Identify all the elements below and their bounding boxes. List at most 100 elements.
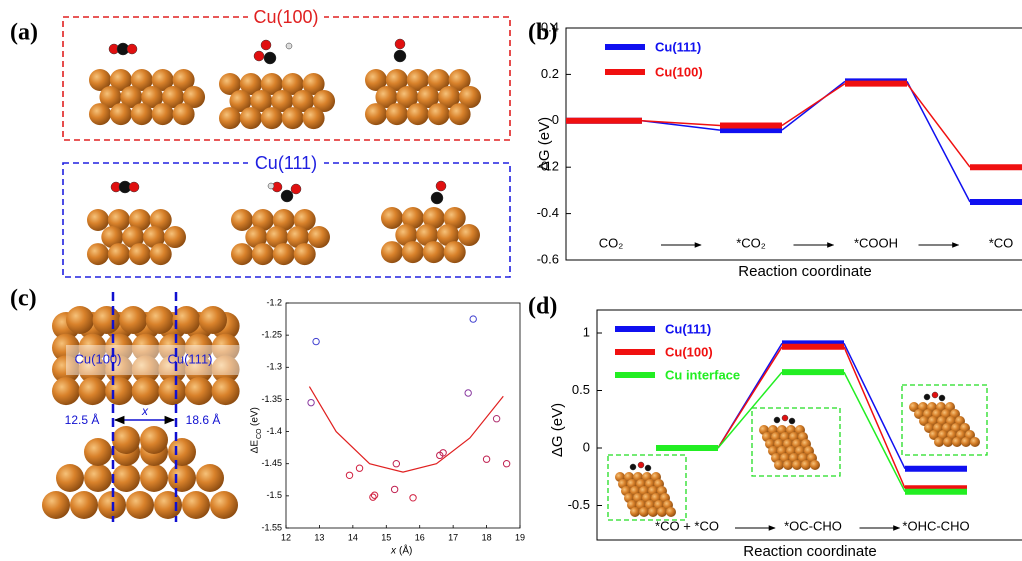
y-axis-label-sub: CO [256, 428, 263, 439]
atom [89, 103, 111, 125]
molecule-atom [286, 43, 292, 49]
y-tick-label: 1 [583, 324, 590, 339]
atom [108, 243, 130, 265]
atom [79, 377, 107, 405]
category-label: *CO + *CO [655, 518, 719, 533]
width-label: 12.5 Å [65, 412, 100, 427]
atom [87, 243, 109, 265]
atom [140, 426, 168, 454]
y-tick-label: 0.2 [541, 66, 559, 81]
panel-label: (c) [10, 286, 37, 312]
legend-label: Cu(111) [655, 39, 701, 54]
atom [402, 241, 424, 263]
point [308, 399, 314, 405]
atom [112, 426, 140, 454]
y-tick-label: 0 [583, 439, 590, 454]
point [370, 494, 376, 500]
x-tick-label: 16 [415, 532, 425, 542]
atom [970, 437, 980, 447]
point [371, 492, 377, 498]
point [346, 472, 352, 478]
x-tick-label: 12 [281, 532, 291, 542]
y-axis-label: ΔG (eV) [536, 117, 553, 171]
connector [844, 347, 905, 488]
molecule-atom [254, 51, 264, 61]
atom [112, 464, 140, 492]
atom [381, 207, 403, 229]
atom [444, 241, 466, 263]
molecule-atom [645, 465, 651, 471]
point [313, 338, 319, 344]
atom [666, 507, 676, 517]
atom [240, 107, 262, 129]
atom [648, 507, 658, 517]
molecule-atom [630, 464, 636, 470]
molecule-atom [638, 462, 644, 468]
x-tick-label: 15 [381, 532, 391, 542]
connector [844, 372, 905, 492]
atom [182, 491, 210, 519]
atom [273, 243, 295, 265]
atom [428, 103, 450, 125]
x-tick-label: 19 [515, 532, 525, 542]
atom [943, 437, 953, 447]
x-tick-label: 18 [482, 532, 492, 542]
point [470, 316, 476, 322]
atom [639, 507, 649, 517]
atom [93, 306, 121, 334]
atom [132, 377, 160, 405]
y-tick-label: 0.5 [572, 382, 590, 397]
point [493, 416, 499, 422]
atom [168, 464, 196, 492]
x-tick-label: 14 [348, 532, 358, 542]
atom [158, 377, 186, 405]
y-tick-label: -1.5 [266, 490, 282, 500]
category-label: CO₂ [599, 235, 624, 250]
atom [105, 377, 133, 405]
atom [801, 460, 811, 470]
atom [110, 103, 132, 125]
atom [52, 377, 80, 405]
legend-label: Cu(100) [665, 344, 713, 359]
molecule-atom [436, 181, 446, 191]
y-axis-label: ΔECO(eV) [250, 407, 263, 453]
atom [810, 460, 820, 470]
y-axis-label-unit: (eV) [250, 407, 261, 426]
molecule-atom [281, 190, 293, 202]
atom [84, 438, 112, 466]
y-tick-label: -0.6 [537, 251, 559, 266]
molecule-atom [264, 52, 276, 64]
legend-label: Cu(111) [665, 321, 711, 336]
atom [231, 243, 253, 265]
y-tick-label: -1.2 [266, 297, 282, 307]
group-label: Cu(100) [253, 7, 318, 27]
atom [231, 209, 253, 231]
connector [782, 84, 845, 126]
molecule-atom [395, 39, 405, 49]
y-tick-label: -1.3 [266, 362, 282, 372]
connector [907, 81, 970, 202]
connector [907, 84, 970, 168]
atom [87, 209, 109, 231]
panel-label: (a) [10, 20, 38, 46]
molecule-atom [268, 183, 274, 189]
atom [792, 460, 802, 470]
molecule-atom [774, 417, 780, 423]
atom [219, 107, 241, 129]
atom [146, 306, 174, 334]
molecule-atom [939, 395, 945, 401]
atom [199, 306, 227, 334]
molecule-atom [782, 415, 788, 421]
atom [185, 377, 213, 405]
category-label: *COOH [854, 235, 898, 250]
atom [140, 464, 168, 492]
atom [630, 507, 640, 517]
atom [423, 241, 445, 263]
fit-curve [309, 387, 503, 473]
molecule-atom [932, 392, 938, 398]
atom [961, 437, 971, 447]
atom [774, 460, 784, 470]
atom [196, 464, 224, 492]
y-tick-label: -1.45 [261, 458, 282, 468]
atom [952, 437, 962, 447]
